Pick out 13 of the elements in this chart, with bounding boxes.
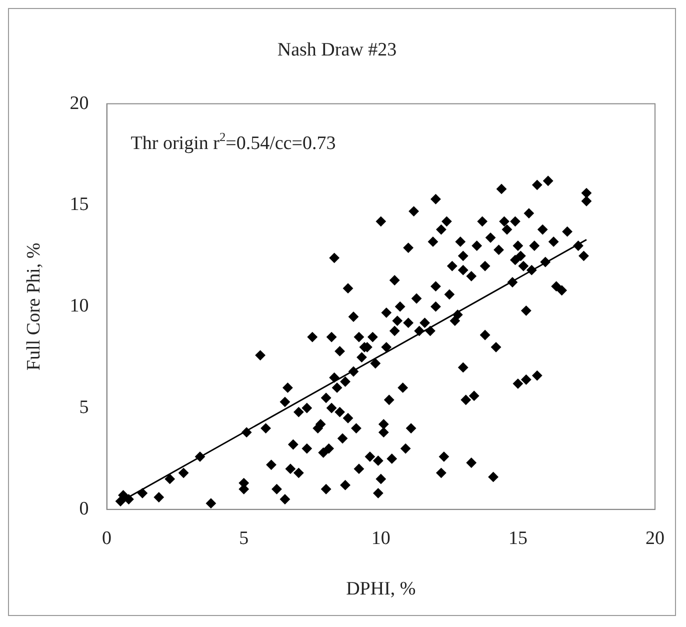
y-tick-label: 15 — [70, 194, 89, 216]
y-tick-label: 5 — [79, 396, 89, 418]
y-tick-label: 10 — [70, 296, 89, 317]
y-axis-title: Full Core Phi, % — [23, 242, 44, 370]
x-axis-title: DPHI, % — [346, 578, 416, 600]
y-tick-label: 0 — [79, 498, 89, 520]
x-tick-label: 10 — [371, 528, 390, 549]
x-tick-label: 5 — [239, 528, 249, 549]
y-tick-label: 20 — [70, 92, 89, 114]
x-tick-label: 20 — [646, 528, 664, 549]
x-tick-label: 0 — [102, 528, 112, 549]
x-tick-label: 15 — [508, 528, 528, 549]
chart-title: Nash Draw #23 — [277, 39, 397, 60]
